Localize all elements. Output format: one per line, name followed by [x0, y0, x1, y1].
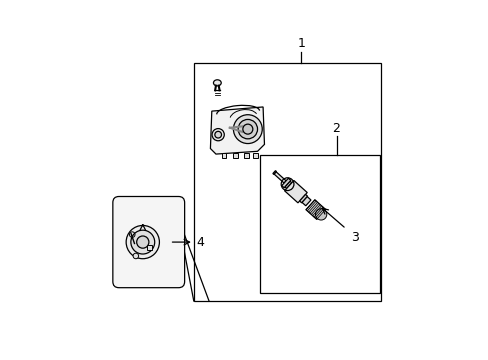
- Text: 4: 4: [196, 235, 204, 249]
- Circle shape: [315, 209, 326, 220]
- Bar: [193, 63, 380, 301]
- Text: 2: 2: [332, 122, 340, 135]
- Circle shape: [126, 225, 159, 259]
- Text: 1: 1: [297, 37, 305, 50]
- Bar: [221, 153, 226, 158]
- Polygon shape: [272, 171, 276, 175]
- Polygon shape: [299, 194, 307, 203]
- FancyBboxPatch shape: [113, 197, 184, 288]
- Bar: [243, 153, 248, 158]
- Circle shape: [233, 115, 262, 144]
- Circle shape: [131, 230, 154, 254]
- Ellipse shape: [213, 80, 221, 86]
- Polygon shape: [302, 197, 310, 206]
- Circle shape: [212, 129, 224, 141]
- Polygon shape: [281, 178, 290, 188]
- Bar: [253, 153, 258, 158]
- Polygon shape: [284, 180, 306, 203]
- Polygon shape: [305, 200, 325, 219]
- Text: 3: 3: [350, 231, 358, 244]
- Circle shape: [133, 253, 138, 259]
- Circle shape: [214, 131, 221, 138]
- Bar: [260, 156, 379, 293]
- Circle shape: [243, 124, 252, 134]
- Bar: [146, 246, 151, 251]
- Polygon shape: [285, 181, 291, 189]
- Polygon shape: [210, 107, 264, 154]
- Circle shape: [238, 120, 257, 139]
- Bar: [232, 153, 237, 158]
- Circle shape: [137, 236, 148, 248]
- Polygon shape: [274, 172, 285, 183]
